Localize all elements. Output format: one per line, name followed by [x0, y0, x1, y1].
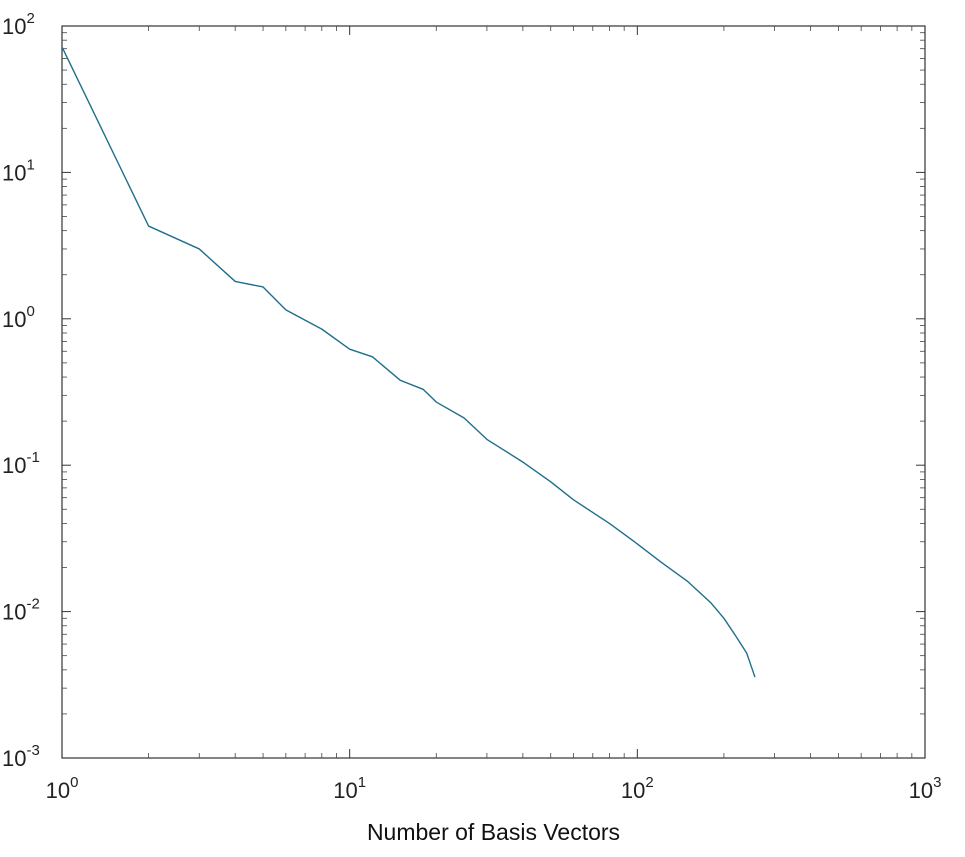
x-tick-exponent: 2 — [645, 774, 653, 791]
x-tick-label: 101 — [333, 774, 366, 803]
y-tick-base: 10 — [2, 14, 26, 39]
y-tick-label: 102 — [2, 10, 35, 39]
x-tick-base: 10 — [46, 778, 70, 803]
y-tick-base: 10 — [2, 746, 26, 771]
x-tick-exponent: 3 — [933, 774, 941, 791]
y-tick-base: 10 — [2, 307, 26, 332]
x-tick-exponent: 1 — [358, 774, 366, 791]
x-tick-label: 103 — [909, 774, 942, 803]
y-tick-exponent: -3 — [26, 742, 39, 759]
y-tick-exponent: 1 — [26, 156, 34, 173]
x-tick-exponent: 0 — [70, 774, 78, 791]
y-tick-base: 10 — [2, 160, 26, 185]
y-tick-exponent: -1 — [26, 449, 39, 466]
series-line — [61, 46, 756, 678]
y-tick-label: 10-1 — [2, 449, 40, 478]
y-tick-exponent: 0 — [26, 303, 34, 320]
x-tick-base: 10 — [909, 778, 933, 803]
x-axis-label: Number of Basis Vectors — [367, 819, 620, 845]
y-tick-label: 10-2 — [2, 596, 40, 625]
y-tick-label: 101 — [2, 156, 35, 185]
x-tick-base: 10 — [621, 778, 645, 803]
plot-area-frame — [61, 25, 926, 759]
y-tick-base: 10 — [2, 600, 26, 625]
y-tick-exponent: -2 — [26, 596, 39, 613]
y-tick-exponent: 2 — [26, 10, 34, 27]
x-tick-label: 100 — [46, 774, 79, 803]
y-tick-base: 10 — [2, 453, 26, 478]
y-tick-label: 100 — [2, 303, 35, 332]
x-tick-label: 102 — [621, 774, 654, 803]
x-tick-base: 10 — [333, 778, 357, 803]
y-tick-label: 10-3 — [2, 742, 40, 771]
